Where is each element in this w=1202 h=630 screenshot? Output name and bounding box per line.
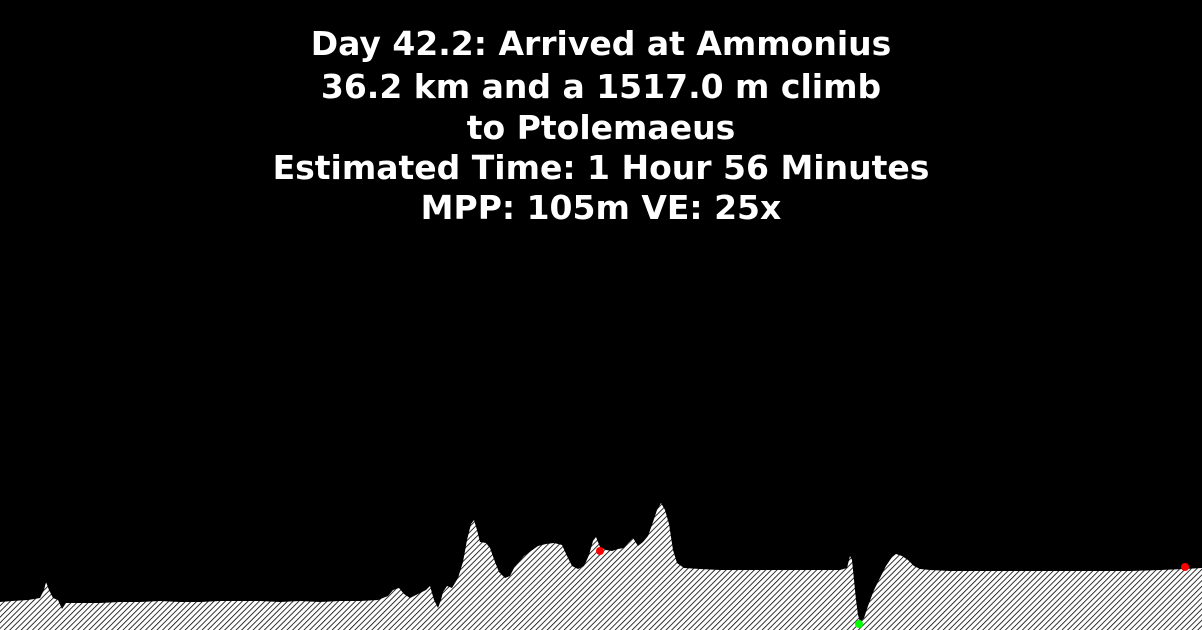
destination-text: to Ptolemaeus [466,108,736,147]
distance-climb-text: 36.2 km and a 1517.0 m climb [320,67,882,106]
terrain-profile [0,503,1202,630]
destination-marker [1181,563,1189,571]
travel-info-panel: Day 42.2: Arrived at Ammonius 36.2 km an… [0,22,1202,228]
scale-text: MPP: 105m VE: 25x [420,188,782,227]
waypoint-marker [596,547,604,555]
day-status-text: Day 42.2: Arrived at Ammonius [310,24,892,63]
estimated-time-text: Estimated Time: 1 Hour 56 Minutes [272,148,930,187]
current-position-marker [855,620,863,628]
